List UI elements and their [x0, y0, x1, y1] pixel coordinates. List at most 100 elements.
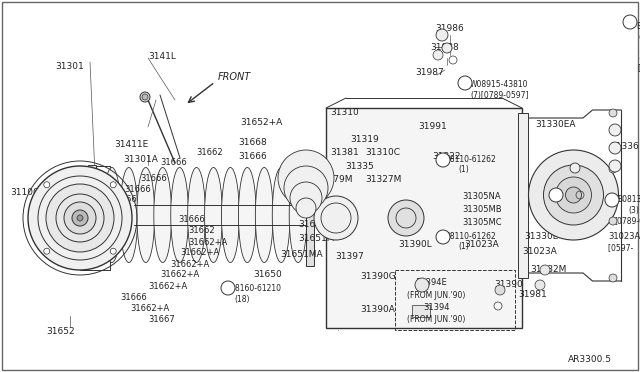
- Ellipse shape: [205, 167, 222, 263]
- Circle shape: [609, 165, 617, 173]
- Text: [0789-0597]: [0789-0597]: [614, 216, 640, 225]
- Text: 31335: 31335: [345, 162, 374, 171]
- Text: 31647: 31647: [296, 167, 324, 176]
- Circle shape: [436, 29, 448, 41]
- Text: AR3300.5: AR3300.5: [568, 355, 612, 364]
- Text: 31666: 31666: [124, 185, 151, 194]
- Text: 31666: 31666: [78, 218, 105, 227]
- Circle shape: [540, 265, 550, 275]
- Circle shape: [442, 43, 452, 53]
- Circle shape: [44, 182, 50, 188]
- Text: 31023A: 31023A: [464, 240, 499, 249]
- Text: W08915-43810: W08915-43810: [470, 80, 529, 89]
- Text: [0789-0597]: [0789-0597]: [563, 206, 611, 215]
- Text: 31650: 31650: [253, 270, 282, 279]
- Circle shape: [543, 165, 604, 225]
- Text: 31652+A: 31652+A: [240, 118, 282, 127]
- Circle shape: [535, 280, 545, 290]
- Text: 08110-61262: 08110-61262: [446, 232, 497, 241]
- Circle shape: [64, 202, 96, 234]
- Circle shape: [566, 187, 582, 203]
- Text: 31411E: 31411E: [114, 140, 148, 149]
- Circle shape: [623, 15, 637, 29]
- Ellipse shape: [103, 167, 121, 263]
- Circle shape: [278, 150, 334, 206]
- Ellipse shape: [289, 167, 307, 263]
- Bar: [306, 165, 314, 266]
- Text: 31327M: 31327M: [365, 175, 401, 184]
- Text: 31394E: 31394E: [415, 278, 447, 287]
- Text: 31666: 31666: [94, 207, 121, 216]
- Text: (3): (3): [574, 196, 585, 205]
- Text: B08130-85010: B08130-85010: [636, 22, 640, 31]
- Text: 3141L: 3141L: [148, 52, 176, 61]
- Circle shape: [495, 285, 505, 295]
- Text: 31666: 31666: [110, 195, 137, 204]
- Text: 31662: 31662: [196, 148, 223, 157]
- Text: (FROM JUN.'90): (FROM JUN.'90): [407, 291, 465, 300]
- Text: W: W: [552, 192, 560, 198]
- Text: B: B: [225, 285, 230, 291]
- Circle shape: [44, 248, 50, 254]
- Text: 31322: 31322: [432, 152, 461, 161]
- Circle shape: [609, 142, 621, 154]
- Text: 31666: 31666: [178, 215, 205, 224]
- Circle shape: [72, 210, 88, 226]
- Text: 31662: 31662: [188, 226, 214, 235]
- Ellipse shape: [171, 167, 189, 263]
- Circle shape: [436, 230, 450, 244]
- Text: (3): (3): [628, 206, 639, 215]
- Circle shape: [296, 198, 316, 218]
- Text: (18): (18): [234, 295, 250, 304]
- Text: 31651M: 31651M: [298, 234, 335, 243]
- Text: 31390L: 31390L: [398, 240, 432, 249]
- Text: 31305M: 31305M: [554, 185, 588, 194]
- Circle shape: [140, 92, 150, 102]
- Text: 31666: 31666: [238, 152, 267, 161]
- Text: 31301: 31301: [55, 62, 84, 71]
- Text: 31668: 31668: [238, 138, 267, 147]
- Text: 31981: 31981: [518, 290, 547, 299]
- Circle shape: [28, 166, 132, 270]
- Text: 31662+A: 31662+A: [188, 238, 227, 247]
- Circle shape: [77, 215, 83, 221]
- Text: (1): (1): [458, 242, 468, 251]
- Text: [0597-   ]: [0597- ]: [608, 243, 640, 252]
- Text: 31390A: 31390A: [360, 305, 395, 314]
- Circle shape: [609, 124, 621, 136]
- Circle shape: [290, 182, 322, 214]
- Text: 31305MB: 31305MB: [462, 205, 502, 214]
- Text: 31023AB: 31023AB: [638, 52, 640, 61]
- Ellipse shape: [154, 167, 172, 263]
- Text: 31666: 31666: [140, 174, 167, 183]
- Bar: [326, 108, 522, 328]
- Ellipse shape: [221, 167, 239, 263]
- Text: 31301A: 31301A: [123, 155, 158, 164]
- Circle shape: [433, 50, 443, 60]
- Ellipse shape: [272, 167, 290, 263]
- Text: 31100: 31100: [10, 188, 39, 197]
- Circle shape: [609, 160, 621, 172]
- Text: B: B: [440, 234, 445, 240]
- Text: (7)[0789-0597]: (7)[0789-0597]: [470, 91, 529, 100]
- Circle shape: [605, 193, 619, 207]
- Circle shape: [556, 177, 591, 213]
- Text: 31988: 31988: [430, 43, 459, 52]
- Text: 31310C: 31310C: [365, 148, 400, 157]
- Text: B: B: [440, 157, 445, 163]
- Text: (FROM JUN.'90): (FROM JUN.'90): [407, 315, 465, 324]
- Text: 31390G: 31390G: [360, 272, 396, 281]
- Text: 31390: 31390: [494, 280, 523, 289]
- Text: 31982M: 31982M: [530, 265, 566, 274]
- Circle shape: [314, 196, 358, 240]
- Text: 31662+A: 31662+A: [148, 282, 188, 291]
- Text: 31310: 31310: [330, 108, 359, 117]
- Text: 31652: 31652: [46, 327, 75, 336]
- Text: (7)[0789-0597]: (7)[0789-0597]: [638, 33, 640, 42]
- Text: 31667: 31667: [148, 315, 175, 324]
- Text: 31397: 31397: [335, 252, 364, 261]
- Circle shape: [415, 278, 429, 292]
- Circle shape: [46, 184, 114, 252]
- Circle shape: [570, 163, 580, 173]
- Text: W: W: [461, 80, 469, 86]
